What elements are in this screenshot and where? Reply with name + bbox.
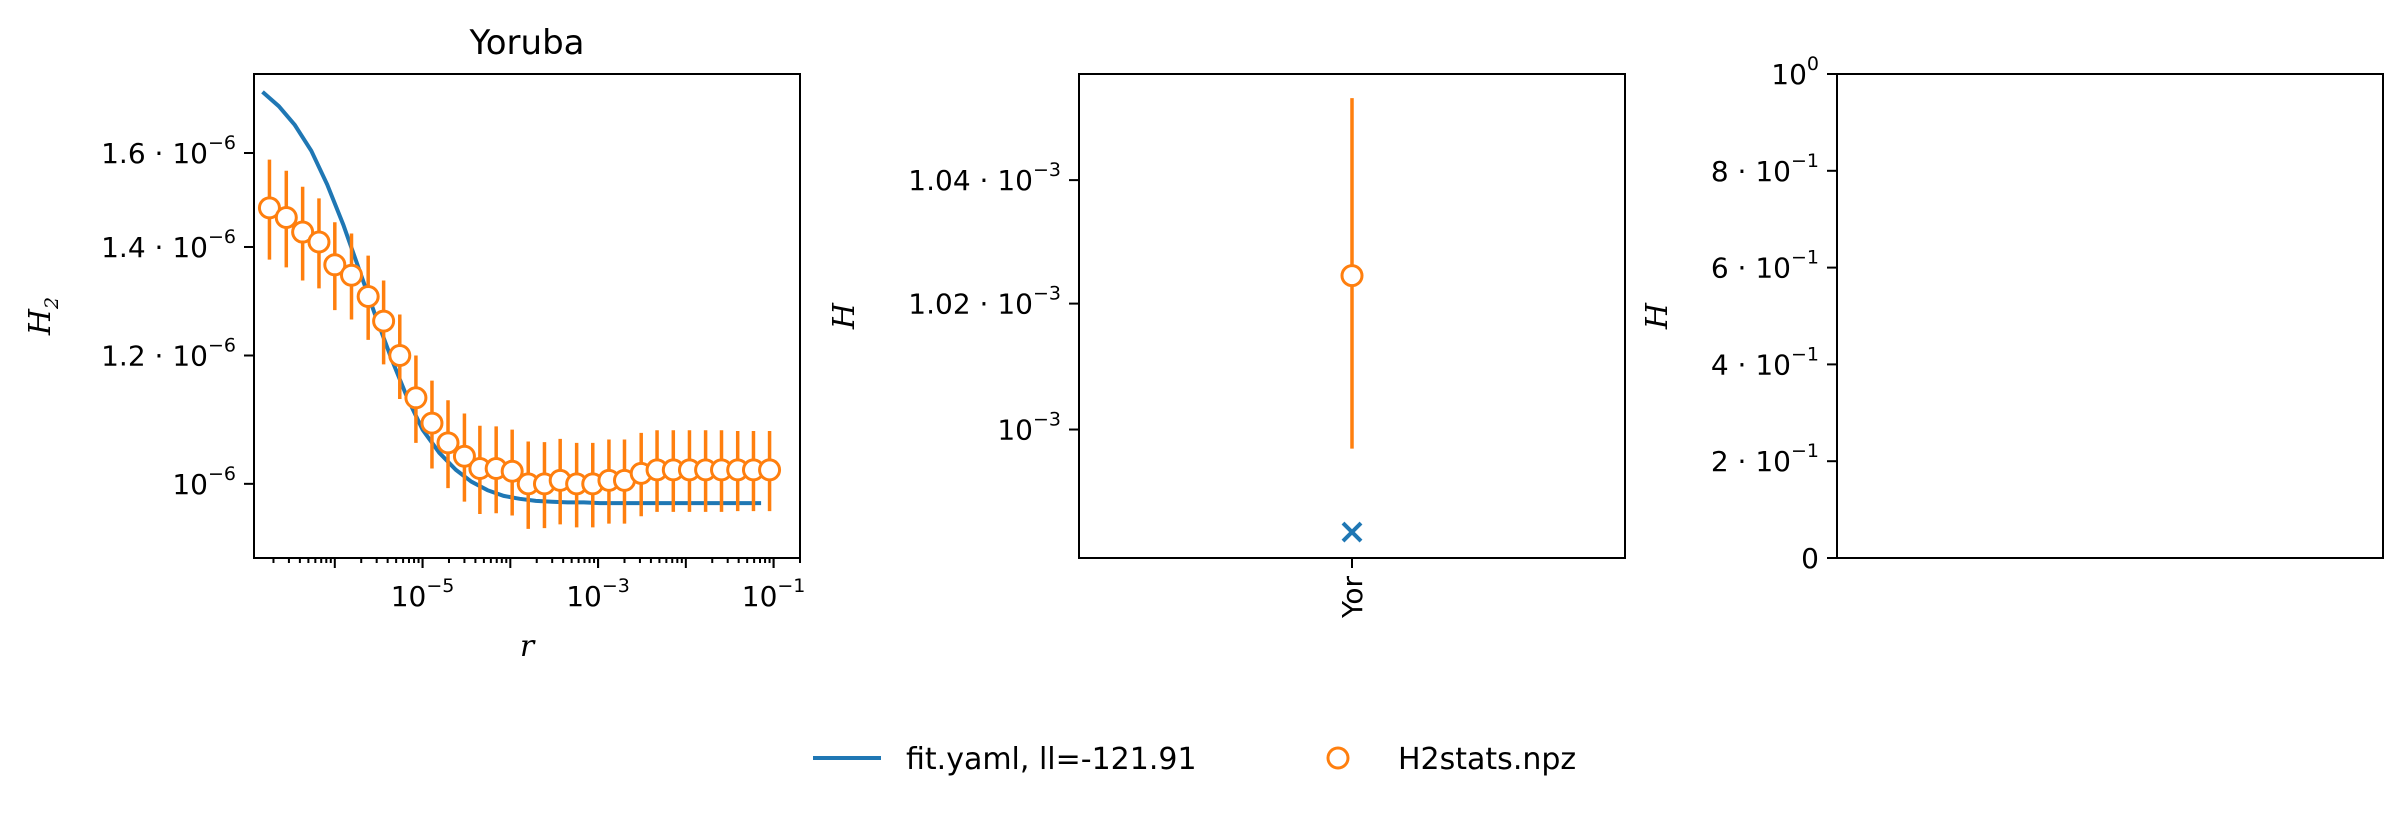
- h2stats-point: [307, 198, 331, 289]
- fit-x-marker: [1341, 521, 1363, 543]
- x-axis-label-h2: r: [520, 629, 536, 664]
- h2stats-point: [388, 314, 412, 400]
- h2stats-marker: [340, 263, 364, 287]
- h2stats-point: [548, 438, 572, 525]
- y-ticks-h-empty: 0 2 · 10−1 4 · 10−1 6 · 10−1 8 · 10−1 100: [1711, 53, 1837, 575]
- h2stats-point: [356, 255, 380, 340]
- h2stats-marker: [1340, 264, 1364, 288]
- h2stats-point: [420, 380, 444, 469]
- h2stats-marker: [420, 411, 444, 435]
- h2stats-marker: [356, 284, 380, 308]
- y-axis-label-h2-main: H: [23, 308, 58, 336]
- x-ticks-h: Yor: [1336, 558, 1369, 619]
- h2stats-point: [372, 280, 396, 365]
- h2stats-marker: [307, 230, 331, 254]
- y-tick-label: 10−6: [172, 463, 236, 501]
- x-tick-label: 10−3: [566, 575, 630, 613]
- y-tick-label: 1.02 · 10−3: [908, 283, 1061, 321]
- axes-frame-h-empty: [1836, 73, 2384, 559]
- legend-label-h2stats: H2stats.npz: [1398, 742, 1576, 777]
- plot-area-h: [1340, 98, 1364, 543]
- y-tick-label: 1.4 · 10−6: [101, 226, 236, 264]
- h2stats-point: [291, 186, 315, 281]
- fit-x-stroke-b: [1341, 521, 1363, 543]
- y-tick-label: 1.04 · 10−3: [908, 159, 1061, 197]
- y-tick-label: 1.6 · 10−6: [101, 132, 236, 170]
- h2stats-point: [516, 441, 540, 529]
- y-tick-label: 10−3: [997, 409, 1061, 447]
- x-tick-label: 10−5: [391, 575, 455, 613]
- h2stats-point: [500, 429, 524, 516]
- h2stats-point: [257, 159, 281, 260]
- h2stats-marker: [257, 196, 281, 220]
- h2stats-point: [645, 430, 669, 512]
- y-ticks-h2: 10−6 1.2 · 10−6 1.4 · 10−6 1.6 · 10−6: [101, 132, 254, 501]
- h2stats-marker: [291, 220, 315, 244]
- h2stats-point: [612, 439, 636, 524]
- y-tick-label: 0: [1801, 542, 1819, 575]
- x-tick-label: 10−1: [742, 575, 806, 613]
- plot-area-h2: [257, 90, 782, 529]
- panel-h-empty: 0 2 · 10−1 4 · 10−1 6 · 10−1 8 · 10−1 100 H: [1640, 53, 2384, 575]
- h2stats-point: [452, 413, 476, 502]
- h2stats-marker: [758, 458, 782, 482]
- y-tick-label: 100: [1771, 53, 1819, 91]
- h2stats-marker: [436, 431, 460, 455]
- panel-h2-vs-r: 10−5 10−3 10−1 10−6 1.2 · 10−6 1.4 · 10−6 1.6…: [23, 23, 805, 664]
- h2stats-point: [404, 355, 428, 443]
- y-axis-label-h: H: [827, 302, 862, 330]
- h2stats-marker: [323, 253, 347, 277]
- panel-h-by-population: 10−3 1.02 · 10−3 1.04 · 10−3 Yor H: [827, 73, 1626, 619]
- h2stats-point: [758, 430, 782, 512]
- h2stats-point: [726, 430, 750, 512]
- h2stats-marker: [500, 459, 524, 483]
- h2stats-point: [468, 425, 492, 515]
- legend: fit.yaml, ll=-121.91 H2stats.npz: [813, 742, 1576, 777]
- y-ticks-h: 10−3 1.02 · 10−3 1.04 · 10−3: [908, 159, 1079, 447]
- y-tick-label: 4 · 10−1: [1711, 343, 1819, 381]
- x-category-label: Yor: [1336, 576, 1369, 620]
- h2stats-marker: [388, 343, 412, 367]
- y-axis-label-h2-sub: 2: [41, 297, 63, 310]
- axes-frame-h: [1078, 73, 1626, 559]
- h2stats-point: [323, 222, 347, 311]
- h2stats-marker: [452, 444, 476, 468]
- y-axis-label-h2: H2: [23, 297, 63, 336]
- x-ticks-h2: 10−5 10−3 10−1: [272, 558, 806, 613]
- axes-frame-h2: [253, 73, 801, 559]
- y-tick-label: 6 · 10−1: [1711, 247, 1819, 285]
- h2stats-point: [436, 400, 460, 489]
- legend-marker-h2stats: [1326, 746, 1350, 770]
- y-tick-label: 8 · 10−1: [1711, 150, 1819, 188]
- h2stats-marker: [372, 309, 396, 333]
- chart-title: Yoruba: [469, 23, 585, 63]
- h2stats-marker: [274, 205, 298, 229]
- h2stats-marker: [404, 386, 428, 410]
- legend-label-fit: fit.yaml, ll=-121.91: [906, 742, 1197, 777]
- h2stats-point: [340, 233, 364, 320]
- h2stats-point: [274, 170, 298, 268]
- y-tick-label: 1.2 · 10−6: [101, 334, 236, 372]
- y-tick-label: 2 · 10−1: [1711, 440, 1819, 478]
- y-axis-label-h-empty: H: [1640, 302, 1675, 330]
